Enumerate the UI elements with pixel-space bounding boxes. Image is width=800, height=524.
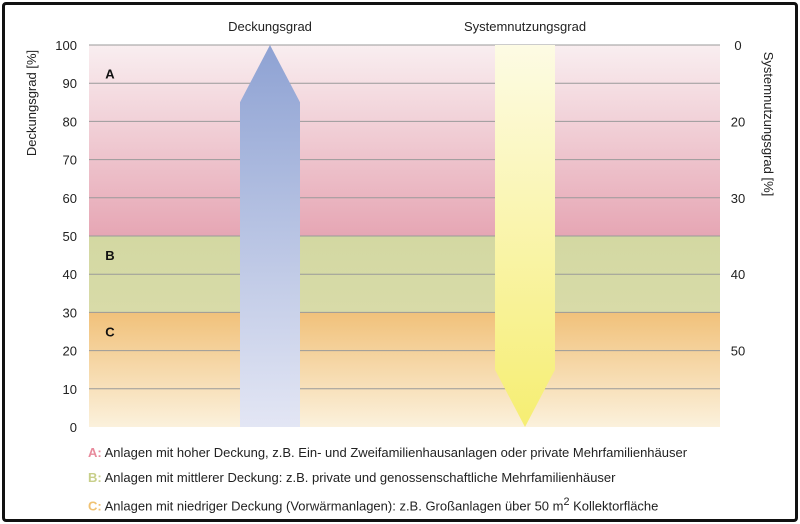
grid-layer bbox=[89, 44, 720, 390]
zone-letters: A B C bbox=[105, 67, 115, 340]
left-tick-label: 80 bbox=[63, 114, 77, 129]
legend-text-b: Anlagen mit mittlerer Deckung: z.B. priv… bbox=[104, 470, 616, 485]
right-tick-label: 50 bbox=[731, 344, 745, 359]
zones-layer bbox=[89, 45, 720, 427]
zone-letter-c: C bbox=[105, 325, 115, 340]
right-tick-label: 0 bbox=[734, 38, 741, 53]
right-axis-ticks: 0 20 30 40 50 bbox=[731, 38, 745, 359]
systemnutzungsgrad-top-label: Systemnutzungsgrad bbox=[464, 19, 586, 34]
deckungsgrad-arrow bbox=[240, 45, 300, 427]
left-tick-label: 60 bbox=[63, 191, 77, 206]
legend-item-c: C: Anlagen mit niedriger Deckung (Vorwär… bbox=[88, 490, 768, 515]
left-axis-ticks: 0 10 20 30 40 50 60 70 80 90 100 bbox=[55, 38, 77, 435]
zone-letter-a: A bbox=[105, 67, 115, 82]
left-tick-label: 0 bbox=[70, 420, 77, 435]
left-tick-label: 10 bbox=[63, 382, 77, 397]
zone-letter-b: B bbox=[105, 248, 114, 263]
legend-key-c: C: bbox=[88, 498, 102, 514]
legend-key-b: B: bbox=[88, 470, 102, 485]
left-tick-label: 30 bbox=[63, 305, 77, 320]
right-tick-label: 20 bbox=[731, 114, 745, 129]
legend: A: Anlagen mit hoher Deckung, z.B. Ein- … bbox=[88, 440, 768, 515]
right-tick-label: 30 bbox=[731, 191, 745, 206]
left-axis-title: Deckungsgrad [%] bbox=[24, 50, 39, 156]
left-tick-label: 70 bbox=[63, 153, 77, 168]
zone-c bbox=[89, 312, 720, 427]
legend-text-c-end: Kollektorfläche bbox=[569, 498, 659, 514]
legend-text-c-sup: 2 bbox=[563, 496, 570, 508]
zone-a bbox=[89, 45, 720, 236]
legend-text-c: Anlagen mit niedriger Deckung (Vorwärman… bbox=[104, 498, 564, 514]
right-tick-label: 40 bbox=[731, 267, 745, 282]
legend-item-b: B: Anlagen mit mittlerer Deckung: z.B. p… bbox=[88, 465, 768, 490]
left-tick-label: 20 bbox=[63, 344, 77, 359]
left-tick-label: 90 bbox=[63, 76, 77, 91]
legend-text-a: Anlagen mit hoher Deckung, z.B. Ein- und… bbox=[104, 445, 688, 460]
right-axis-title: Systemnutzungsgrad [%] bbox=[761, 52, 776, 197]
left-tick-label: 40 bbox=[63, 267, 77, 282]
left-tick-label: 100 bbox=[55, 38, 77, 53]
left-tick-label: 50 bbox=[63, 229, 77, 244]
deckungsgrad-top-label: Deckungsgrad bbox=[228, 19, 312, 34]
legend-item-a: A: Anlagen mit hoher Deckung, z.B. Ein- … bbox=[88, 440, 768, 465]
systemnutzungsgrad-arrow bbox=[495, 45, 555, 427]
legend-key-a: A: bbox=[88, 445, 102, 460]
